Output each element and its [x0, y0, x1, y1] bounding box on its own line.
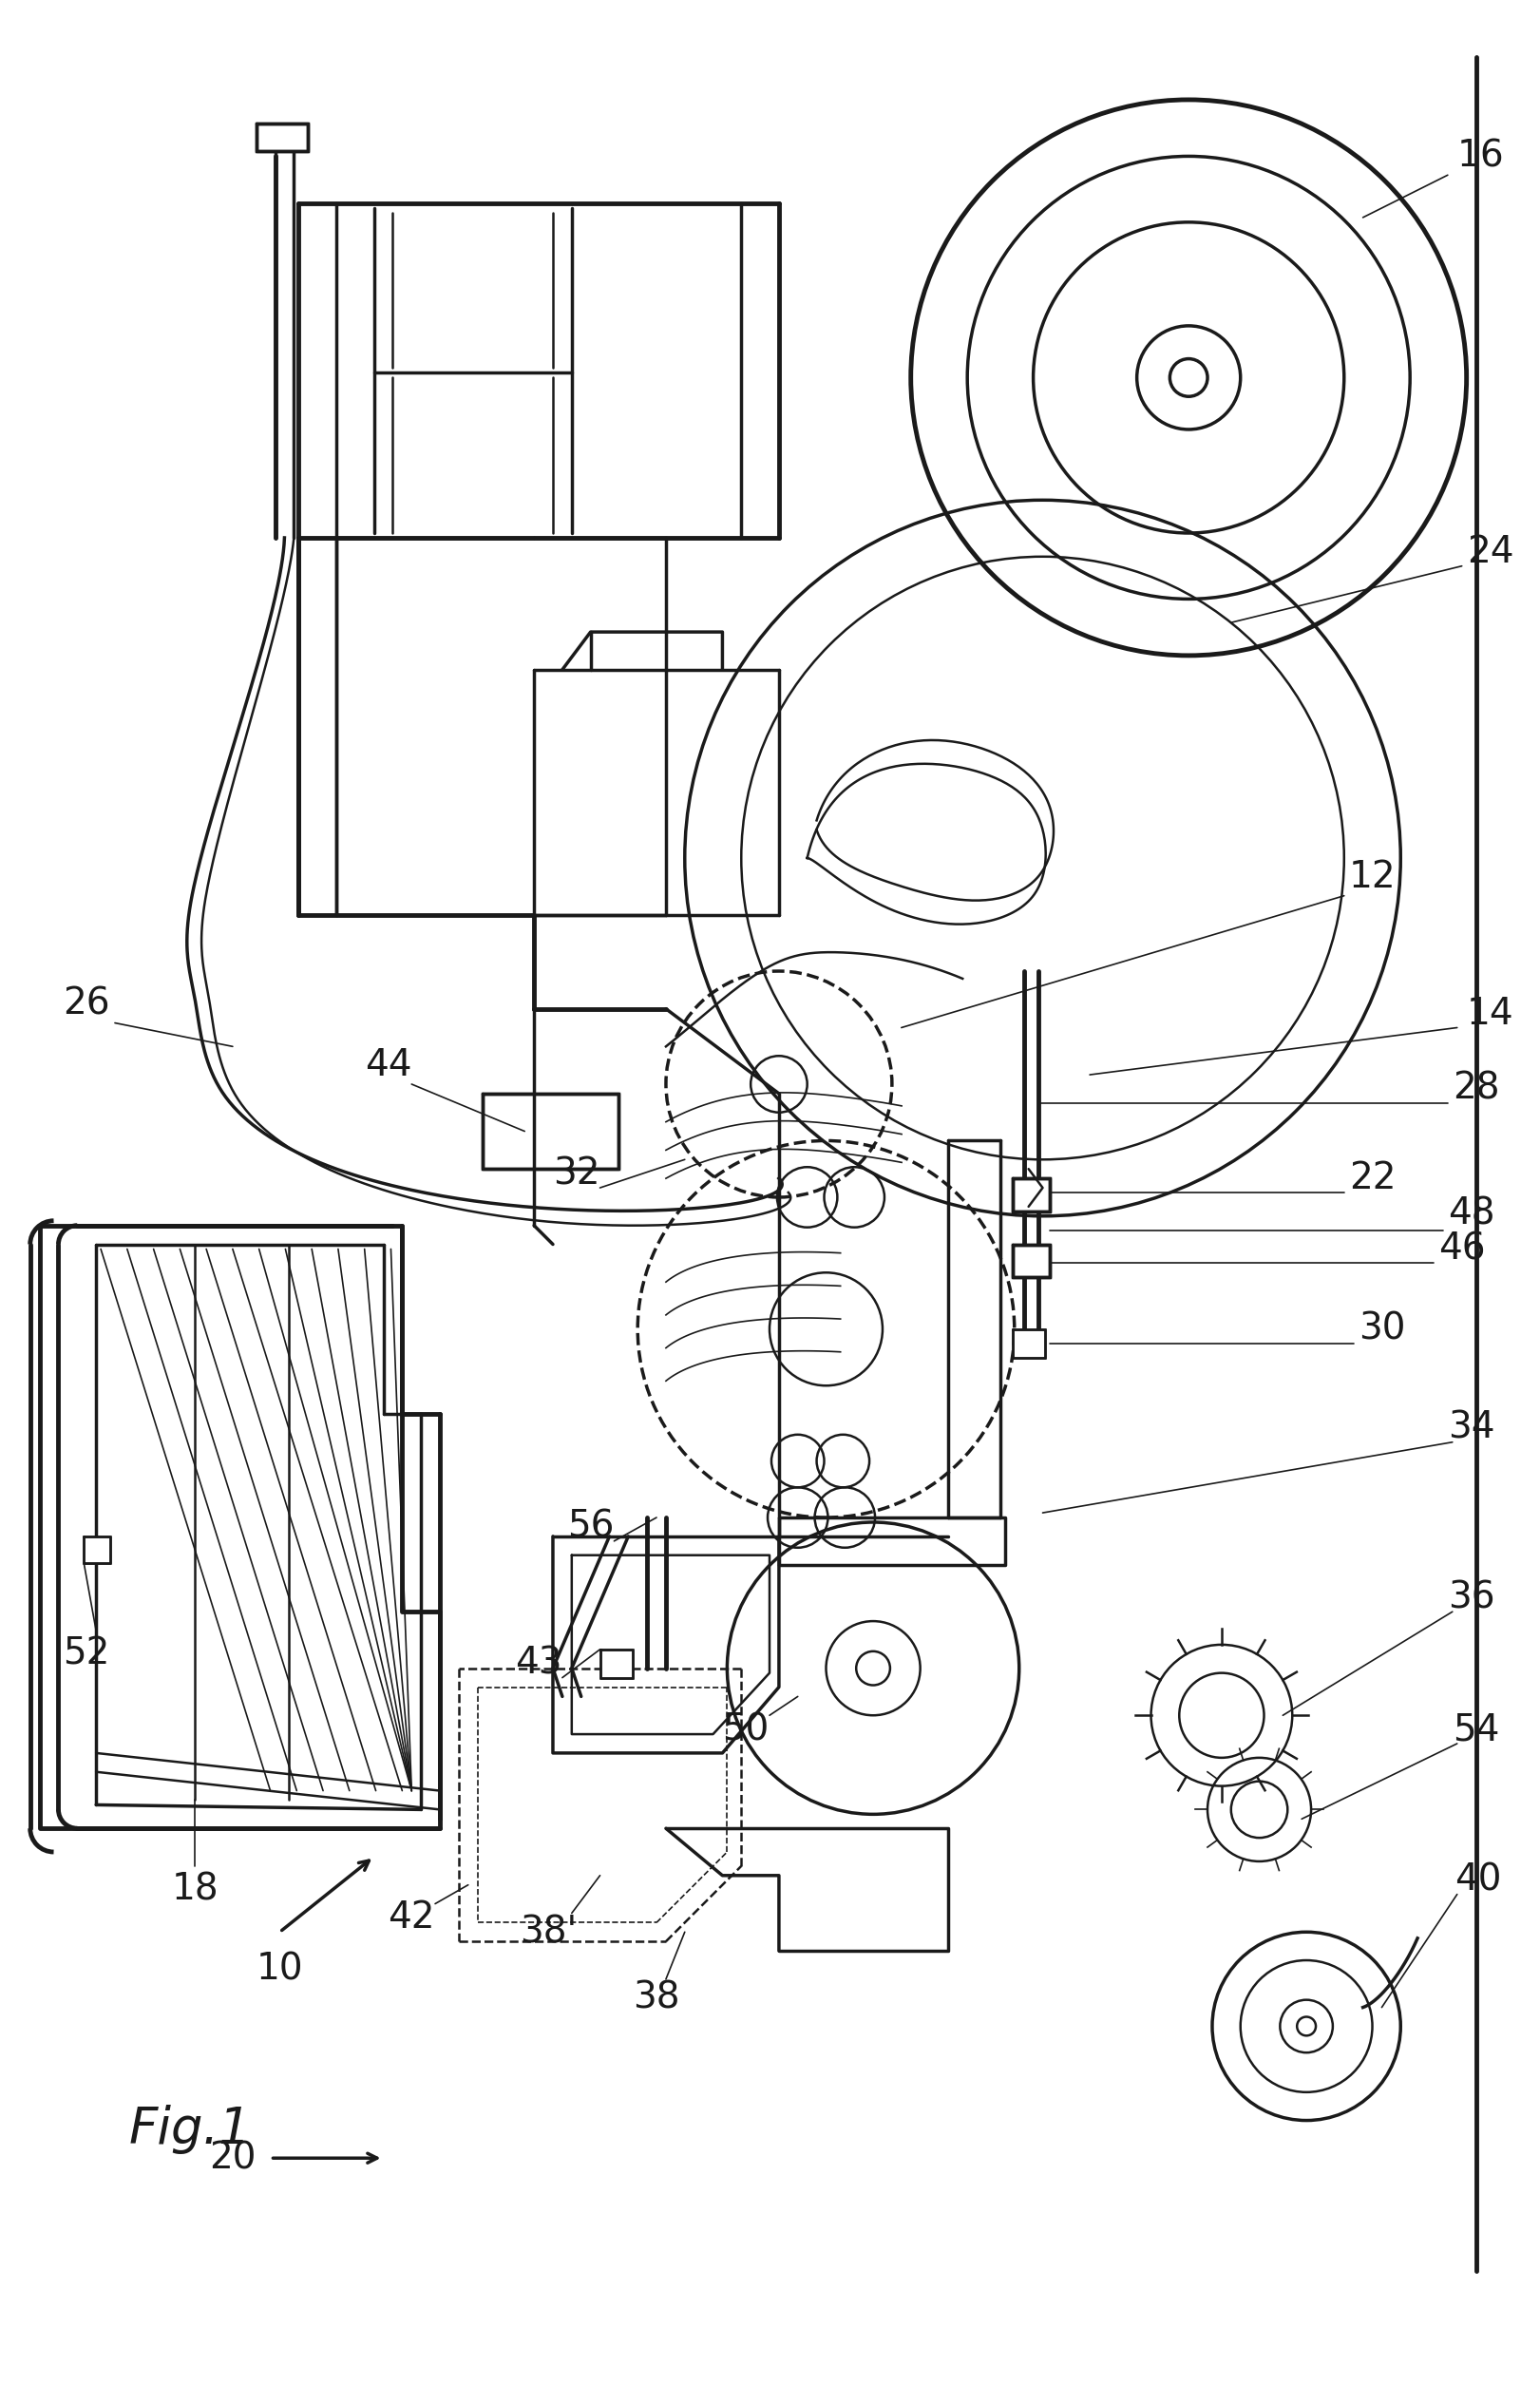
Text: 22: 22 [1349, 1161, 1395, 1197]
Text: 10: 10 [256, 1951, 303, 1987]
Text: Fig.1: Fig.1 [129, 2106, 251, 2154]
Text: 30: 30 [1358, 1312, 1406, 1348]
Text: 34: 34 [1448, 1410, 1495, 1445]
Text: 16: 16 [1457, 138, 1505, 174]
Text: 24: 24 [1466, 534, 1514, 570]
Bar [256, 124, 308, 153]
Text: 28: 28 [1452, 1071, 1500, 1107]
Circle shape [1297, 2018, 1315, 2037]
Text: 46: 46 [1438, 1231, 1486, 1266]
Text: 38': 38' [519, 1913, 578, 1951]
Text: 32: 32 [553, 1157, 601, 1192]
Text: 44: 44 [365, 1047, 411, 1083]
Circle shape [1170, 358, 1207, 396]
Bar [601, 1650, 633, 1677]
Text: 36: 36 [1448, 1579, 1495, 1615]
Text: 43: 43 [516, 1646, 562, 1681]
Text: 26: 26 [63, 985, 111, 1023]
Bar [1012, 1245, 1050, 1278]
Text: 14: 14 [1466, 995, 1514, 1033]
Bar [1012, 1328, 1046, 1357]
Text: 20: 20 [209, 2139, 256, 2175]
Bar [83, 1536, 111, 1562]
Text: 54: 54 [1452, 1712, 1500, 1748]
Text: 50: 50 [722, 1712, 770, 1748]
Text: 42: 42 [388, 1901, 436, 1937]
Bar [482, 1095, 619, 1169]
Text: 12: 12 [1349, 859, 1395, 894]
Text: 18: 18 [171, 1872, 219, 1908]
Circle shape [856, 1650, 890, 1686]
Text: 48: 48 [1448, 1197, 1495, 1233]
Text: 38: 38 [633, 1980, 681, 2015]
Text: 52: 52 [63, 1636, 111, 1672]
Text: 40: 40 [1454, 1863, 1502, 1898]
Text: 56: 56 [567, 1510, 614, 1545]
Bar [1012, 1178, 1050, 1212]
